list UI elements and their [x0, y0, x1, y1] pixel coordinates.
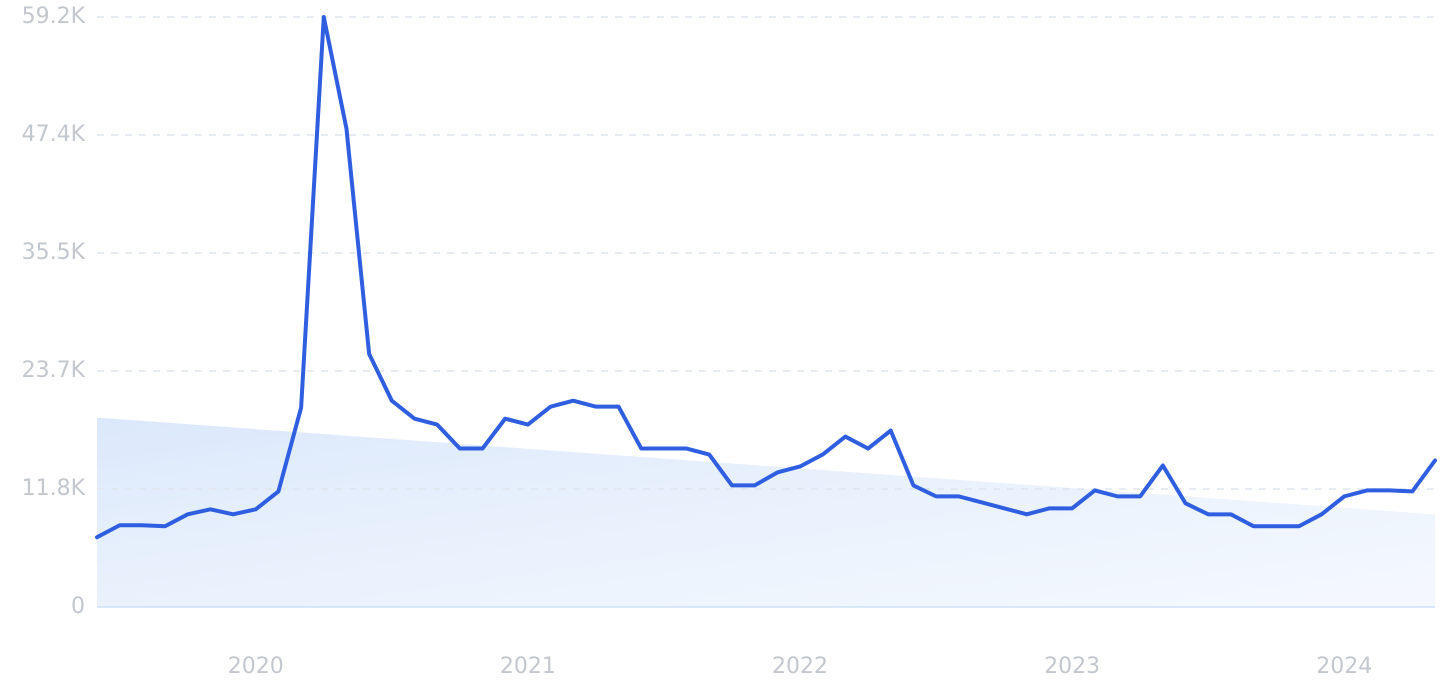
- trend-area: [97, 417, 1435, 607]
- x-tick-label: 2021: [500, 654, 556, 679]
- line: [95, 15, 1437, 540]
- y-tick-label: 23.7K: [22, 358, 86, 383]
- x-tick-label: 2024: [1316, 654, 1372, 679]
- x-tick-label: 2022: [772, 654, 828, 679]
- x-tick-label: 2023: [1044, 654, 1100, 679]
- y-tick-label: 47.4K: [22, 122, 86, 147]
- y-tick-label: 59.2K: [22, 4, 86, 29]
- y-tick-label: 35.5K: [22, 240, 86, 265]
- x-tick-label: 2020: [228, 654, 284, 679]
- y-tick-label: 11.8K: [22, 476, 86, 501]
- y-tick-label: 0: [71, 594, 85, 619]
